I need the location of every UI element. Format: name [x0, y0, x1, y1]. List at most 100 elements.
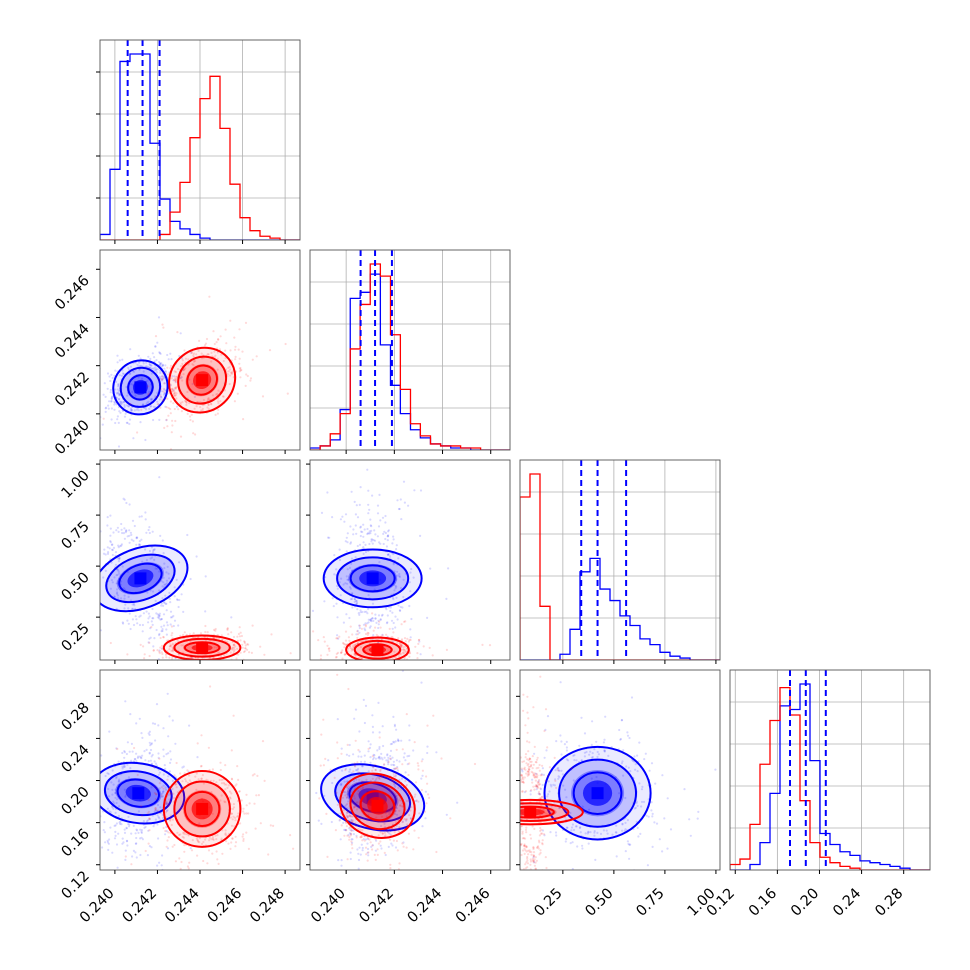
scatter-point: [106, 387, 109, 390]
scatter-point: [104, 410, 107, 413]
scatter-point: [565, 749, 569, 752]
scatter-point: [200, 764, 203, 768]
scatter-point: [666, 847, 669, 850]
scatter-point: [161, 323, 164, 326]
scatter-point: [151, 409, 154, 412]
scatter-point: [164, 811, 168, 814]
scatter-point: [147, 385, 150, 388]
scatter-point: [156, 567, 159, 570]
scatter-point: [596, 750, 599, 754]
scatter-point: [228, 365, 231, 369]
scatter-point: [575, 825, 578, 828]
scatter-point: [366, 836, 369, 839]
scatter-point: [589, 831, 592, 834]
scatter-point: [583, 732, 587, 735]
scatter-point: [242, 418, 245, 421]
scatter-point: [159, 377, 162, 380]
scatter-point: [110, 418, 113, 421]
scatter-point: [355, 532, 358, 535]
scatter-point: [536, 776, 539, 779]
scatter-point: [629, 843, 632, 846]
scatter-point: [525, 861, 528, 864]
scatter-point: [342, 621, 345, 624]
scatter-point: [349, 857, 352, 861]
scatter-point: [139, 543, 142, 547]
scatter-point: [319, 764, 322, 767]
scatter-point: [159, 406, 162, 409]
scatter-point: [110, 400, 113, 403]
scatter-point: [160, 580, 163, 583]
scatter-point: [397, 604, 400, 607]
scatter-point: [187, 834, 190, 837]
scatter-point: [188, 861, 191, 864]
scatter-point: [118, 394, 121, 397]
scatter-point: [360, 760, 363, 763]
scatter-point: [226, 627, 229, 631]
scatter-point: [126, 844, 129, 847]
scatter-point: [176, 367, 180, 371]
scatter-point: [529, 837, 533, 840]
scatter-point: [312, 630, 315, 633]
scatter-point: [162, 636, 165, 639]
scatter-point: [343, 653, 346, 656]
scatter-point: [335, 637, 338, 640]
scatter-point: [172, 624, 175, 628]
scatter-point: [231, 837, 234, 840]
scatter-point: [356, 633, 360, 636]
scatter-point: [131, 603, 134, 606]
scatter-point: [207, 398, 210, 401]
scatter-point: [167, 831, 170, 834]
scatter-point: [523, 847, 526, 850]
scatter-point: [122, 401, 125, 404]
scatter-point: [169, 407, 172, 411]
scatter-point: [523, 767, 526, 771]
scatter-point: [158, 634, 161, 637]
scatter-point: [530, 770, 533, 774]
scatter-point: [162, 826, 165, 830]
scatter-point: [353, 653, 356, 656]
scatter-point: [160, 379, 163, 382]
scatter-point: [533, 858, 536, 861]
scatter-point: [645, 814, 648, 817]
scatter-point: [249, 379, 252, 382]
scatter-point: [158, 652, 161, 655]
scatter-point: [200, 777, 203, 780]
scatter-point: [152, 649, 155, 652]
scatter-point: [377, 842, 380, 845]
scatter-point: [335, 652, 338, 656]
scatter-point: [152, 825, 155, 828]
scatter-point: [358, 624, 361, 627]
scatter-point: [136, 773, 139, 777]
scatter-point: [593, 830, 596, 833]
scatter-point: [110, 373, 113, 376]
scatter-point: [336, 741, 339, 744]
scatter-point: [216, 351, 219, 354]
scatter-point: [406, 637, 409, 641]
scatter-point: [654, 782, 657, 785]
scatter-point: [162, 787, 165, 790]
scatter-point: [541, 764, 544, 767]
scatter-point: [136, 431, 139, 434]
scatter-point: [188, 415, 192, 418]
scatter-point: [238, 790, 241, 793]
scatter-point: [351, 841, 354, 844]
ticks-1-1: [345, 450, 492, 454]
scatter-point: [140, 831, 143, 835]
scatter-point: [183, 349, 186, 352]
scatter-point: [392, 828, 395, 831]
scatter-point: [139, 853, 142, 857]
scatter-point: [213, 646, 216, 649]
scatter-point: [138, 540, 141, 543]
scatter-point: [160, 625, 163, 628]
scatter-point: [118, 557, 121, 561]
scatter-point: [122, 765, 125, 769]
scatter-point: [398, 799, 401, 802]
scatter-point: [118, 393, 121, 396]
scatter-point: [522, 781, 525, 784]
scatter-point: [392, 631, 395, 634]
scatter-point: [113, 400, 116, 403]
scatter-point: [379, 769, 382, 773]
scatter-point: [234, 816, 237, 820]
scatter-point: [165, 571, 168, 574]
scatter-point: [157, 658, 160, 660]
